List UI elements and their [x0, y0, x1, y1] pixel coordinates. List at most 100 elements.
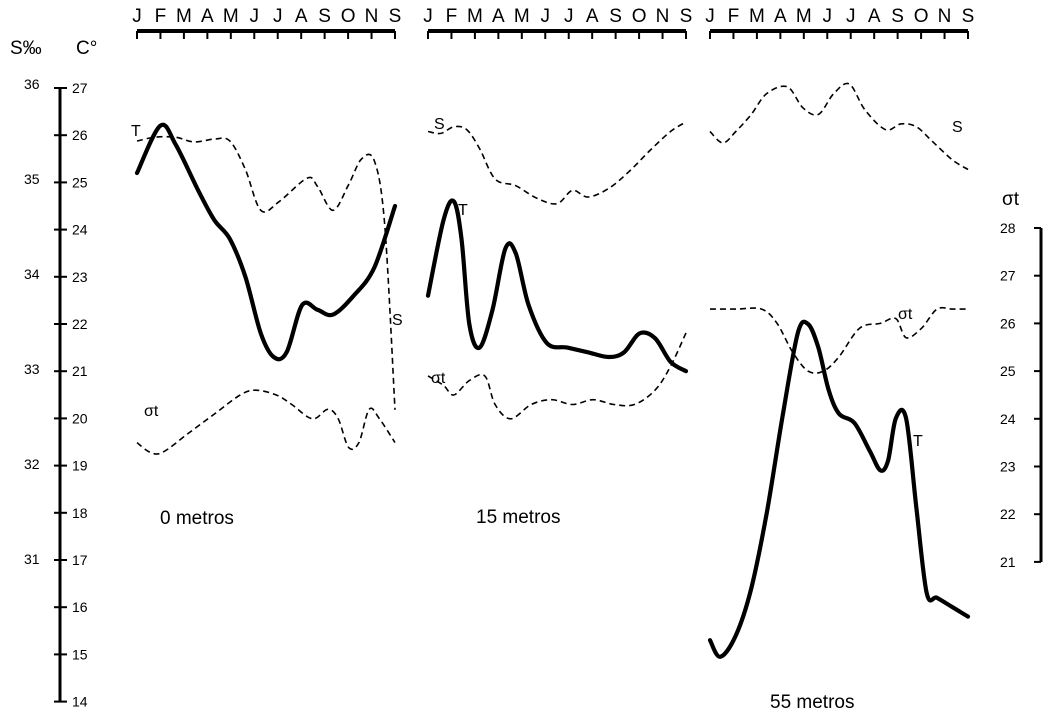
month-label: A [295, 6, 308, 27]
sigma-tick-label: 25 [1000, 363, 1016, 379]
salinity-line [136, 135, 396, 410]
month-label: A [492, 6, 505, 27]
sigma-tick-label: 27 [1000, 268, 1016, 284]
temperature-tick-label: 17 [72, 552, 88, 568]
month-label: A [868, 6, 881, 27]
sigma-tick-label: 28 [1000, 220, 1016, 236]
caption-55m: 55 metros [770, 692, 854, 713]
sigma-t-line [136, 389, 396, 455]
sigma-ticks: 28 27 26 25 24 23 22 21 [1000, 220, 1041, 570]
temperature-line [134, 122, 398, 362]
sigma-tick-label: 23 [1000, 459, 1016, 475]
month-label: J [823, 6, 833, 27]
left-axes: S‰ C° 36 35 34 33 32 31 27 26 25 24 23 22 21 20 19 18 1… [10, 38, 97, 710]
month-label: M [796, 6, 812, 27]
temperature-tick-label: 15 [72, 646, 88, 662]
caption-15m: 15 metros [476, 507, 560, 528]
month-label: J [564, 6, 574, 27]
month-label: M [514, 6, 530, 27]
panel-1 [425, 121, 689, 420]
month-label: A [201, 6, 214, 27]
label-t-15m: T [458, 202, 468, 219]
salinity-axis-label: S‰ [10, 38, 42, 59]
month-label: M [223, 6, 239, 27]
month-label: S [318, 6, 331, 27]
month-label: S [962, 6, 975, 27]
month-label: S [389, 6, 402, 27]
temperature-tick-label: 22 [72, 316, 88, 332]
sigma-tick-label: 22 [1000, 506, 1016, 522]
month-label: M [176, 6, 192, 27]
month-label: O [632, 6, 647, 27]
salinity-tick-label: 33 [24, 361, 40, 377]
month-label: O [914, 6, 929, 27]
temperature-tick-label: 21 [72, 363, 88, 379]
label-sigma-0m: σt [144, 403, 159, 420]
salinity-line [427, 121, 687, 205]
month-label: J [541, 6, 551, 27]
salinity-ticks: 36 35 34 33 32 31 [24, 76, 40, 567]
month-label: J [423, 6, 433, 27]
data-panels [134, 82, 971, 659]
temperature-line [425, 198, 689, 374]
temperature-tick-label: 26 [72, 127, 88, 143]
sigma-t-line [427, 332, 687, 420]
month-label: F [155, 6, 167, 27]
panel-2 [707, 82, 971, 659]
month-label: N [365, 6, 379, 27]
month-label: N [938, 6, 952, 27]
month-label: J [132, 6, 142, 27]
month-label: M [749, 6, 765, 27]
temperature-tick-label: 16 [72, 599, 88, 615]
month-label: A [586, 6, 599, 27]
salinity-tick-label: 32 [24, 456, 40, 472]
label-s-15m: S [434, 116, 445, 133]
label-sigma-15m: σt [431, 370, 446, 387]
panel-0 [134, 122, 398, 455]
label-t-0m: T [131, 123, 141, 140]
salinity-tick-label: 31 [24, 551, 40, 567]
month-label: J [846, 6, 856, 27]
month-label: J [705, 6, 715, 27]
temperature-tick-label: 19 [72, 458, 88, 474]
month-label: O [341, 6, 356, 27]
month-label: J [273, 6, 283, 27]
temperature-line [707, 319, 971, 659]
salinity-tick-label: 36 [24, 76, 40, 92]
sigma-tick-label: 21 [1000, 554, 1016, 570]
month-label: S [609, 6, 622, 27]
label-s-55m: S [952, 119, 963, 136]
temperature-tick-label: 24 [72, 222, 88, 238]
month-label: A [774, 6, 787, 27]
month-label: M [467, 6, 483, 27]
sigma-tick-label: 26 [1000, 315, 1016, 331]
temperature-ticks: 27 26 25 24 23 22 21 20 19 18 17 16 15 14 [54, 80, 88, 710]
month-label: N [656, 6, 670, 27]
sigma-axis-label: σt [1002, 189, 1020, 210]
sigma-t-line [710, 306, 968, 374]
salinity-tick-label: 34 [24, 266, 40, 282]
salinity-tick-label: 35 [24, 171, 40, 187]
month-label: F [728, 6, 740, 27]
sigma-axis: σt 28 27 26 25 24 23 22 21 [1000, 189, 1043, 570]
month-label: S [680, 6, 693, 27]
temperature-tick-label: 27 [72, 80, 88, 96]
month-label: S [891, 6, 904, 27]
label-sigma-55m: σt [898, 306, 913, 323]
temperature-tick-label: 25 [72, 174, 88, 190]
sigma-tick-label: 24 [1000, 411, 1016, 427]
month-label: J [250, 6, 260, 27]
temperature-tick-label: 23 [72, 269, 88, 285]
temperature-tick-label: 20 [72, 410, 88, 426]
temperature-tick-label: 18 [72, 505, 88, 521]
month-label: F [446, 6, 458, 27]
curve-labels: T S σt S T σt S σt T [131, 116, 963, 450]
temperature-axis-label: C° [76, 38, 97, 59]
salinity-line [709, 82, 969, 171]
label-t-55m: T [913, 433, 923, 450]
caption-0m: 0 metros [160, 508, 234, 529]
label-s-0m: S [392, 312, 403, 329]
temperature-tick-label: 14 [72, 694, 88, 710]
